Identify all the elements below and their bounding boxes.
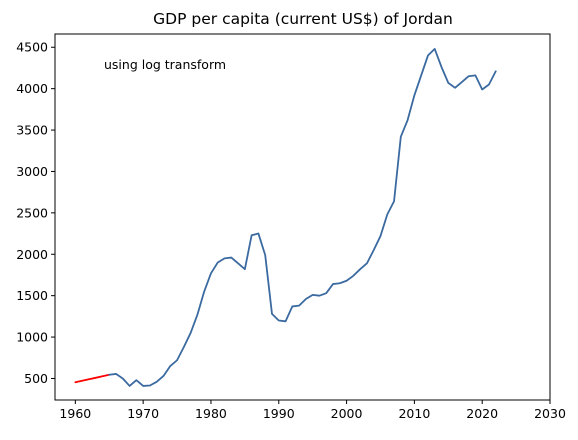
x-axis: 1960 1970 1980 1990 2000 2010 2020 2030 bbox=[59, 400, 566, 421]
x-tick-label: 2020 bbox=[466, 406, 498, 421]
x-tick-label: 2030 bbox=[534, 406, 566, 421]
chart-annotation: using log transform bbox=[104, 57, 226, 72]
y-tick-label: 2000 bbox=[16, 247, 48, 262]
y-tick-label: 2500 bbox=[16, 205, 48, 220]
x-tick-label: 1970 bbox=[127, 406, 159, 421]
y-tick-label: 3500 bbox=[16, 123, 48, 138]
y-tick-label: 500 bbox=[24, 371, 48, 386]
x-tick-label: 1980 bbox=[195, 406, 227, 421]
x-tick-label: 2010 bbox=[398, 406, 430, 421]
x-tick-label: 2000 bbox=[331, 406, 363, 421]
y-tick-label: 1000 bbox=[16, 330, 48, 345]
plot-area-frame bbox=[54, 33, 551, 401]
y-tick-label: 4500 bbox=[16, 40, 48, 55]
x-tick-label: 1990 bbox=[263, 406, 295, 421]
x-tick-label: 1960 bbox=[59, 406, 91, 421]
chart-title: GDP per capita (current US$) of Jordan bbox=[153, 10, 453, 28]
series-layer bbox=[74, 48, 497, 387]
y-tick-label: 1500 bbox=[16, 288, 48, 303]
series-line-2 bbox=[108, 48, 497, 387]
y-tick-label: 4000 bbox=[16, 81, 48, 96]
series-line-1 bbox=[74, 373, 111, 384]
y-axis: 500 1000 1500 2000 2500 3000 3500 4000 4500 bbox=[16, 40, 55, 386]
y-tick-label: 3000 bbox=[16, 164, 48, 179]
